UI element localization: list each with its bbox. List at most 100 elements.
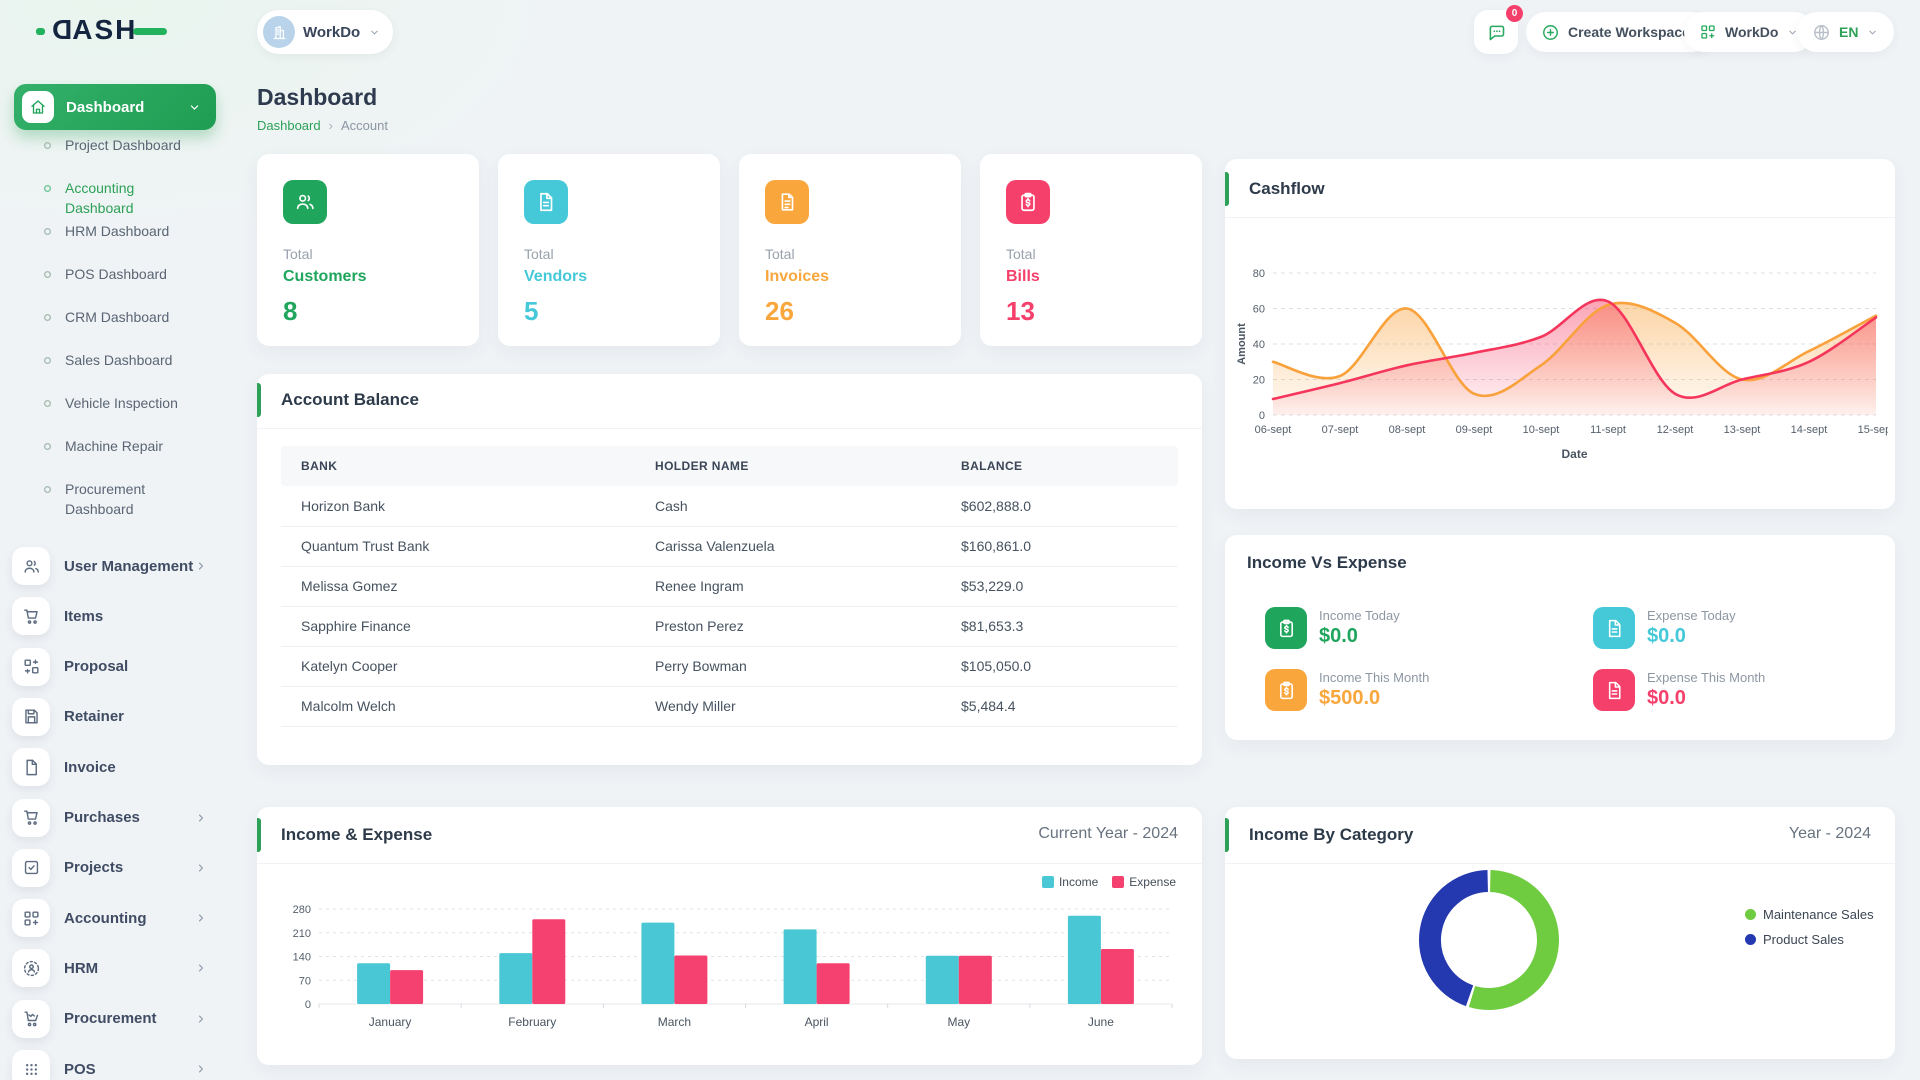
divider: [257, 863, 1202, 864]
bullet-icon: [40, 310, 55, 325]
column-header-holder-name: HOLDER NAME: [635, 446, 941, 486]
sidebar-subitem-procurement-dashboard[interactable]: Procurement Dashboard: [0, 480, 230, 519]
income-by-category-period: Year - 2024: [1788, 825, 1871, 842]
cell-balance: $602,888.0: [941, 486, 1178, 527]
divider: [1225, 217, 1895, 218]
ive-label: Income This Month: [1319, 670, 1430, 685]
stat-value: 8: [283, 296, 298, 326]
card-accent: [257, 818, 261, 852]
cashflow-chart: 0 20 40 60 80 06-sept 07-sept 08-sept 09-sept 10-…: [1233, 255, 1894, 480]
sidebar-subitem-sales-dashboard[interactable]: Sales Dashboard: [0, 351, 230, 371]
notifications-button[interactable]: 0: [1474, 5, 1523, 54]
bullet-icon: [40, 396, 55, 411]
sidebar-item-retainer[interactable]: Retainer: [0, 692, 230, 742]
cell-bank: Sapphire Finance: [281, 606, 635, 647]
table-row: Horizon Bank Cash $602,888.0: [281, 486, 1178, 527]
cell-bank: Quantum Trust Bank: [281, 526, 635, 567]
workdo-menu-button[interactable]: WorkDo: [1684, 12, 1815, 52]
sidebar-item-items[interactable]: Items: [0, 591, 230, 641]
income-expense-period: Current Year - 2024: [1038, 825, 1178, 842]
sidebar-item-label: Invoice: [64, 758, 116, 776]
sidebar-subitem-crm-dashboard[interactable]: CRM Dashboard: [0, 308, 230, 328]
cell-balance: $160,861.0: [941, 526, 1178, 567]
stat-card-vendors: Total Vendors 5: [498, 154, 720, 346]
sidebar-subitem-accounting-dashboard[interactable]: Accounting Dashboard: [0, 179, 230, 218]
building-icon: [271, 24, 288, 41]
home-icon: [29, 98, 47, 116]
sidebar-subitem-hrm-dashboard[interactable]: HRM Dashboard: [0, 222, 230, 242]
grid-dots-icon-chip: [12, 1050, 50, 1080]
cell-bank: Katelyn Cooper: [281, 646, 635, 687]
sidebar-item-label: POS: [64, 1060, 96, 1078]
ive-value: $0.0: [1647, 625, 1686, 647]
sidebar-item-procurement[interactable]: Procurement: [0, 994, 230, 1044]
table-header-row: BANK HOLDER NAME BALANCE: [281, 446, 1178, 486]
sidebar-item-accounting[interactable]: Accounting: [0, 893, 230, 943]
sidebar-subitem-pos-dashboard[interactable]: POS Dashboard: [0, 265, 230, 285]
chevron-right-icon: [194, 811, 208, 825]
income-vs-expense-title: Income Vs Expense: [1247, 553, 1407, 572]
chat-icon: [1486, 22, 1507, 43]
svg-text:80: 80: [1253, 268, 1265, 280]
sidebar-subitem-label: Vehicle Inspection: [65, 395, 178, 411]
cashflow-card: Cashflow 0 20 40 60 80 06-sept 07-sept 08-sept 0…: [1225, 159, 1895, 509]
cell-balance: $5,484.4: [941, 686, 1178, 727]
column-header-bank: BANK: [281, 446, 635, 486]
sidebar-subitem-label: Sales Dashboard: [65, 352, 173, 368]
logo-accent-left: [36, 28, 45, 35]
create-workspace-button[interactable]: Create Workspace: [1526, 12, 1713, 52]
globe-icon: [1812, 23, 1831, 42]
sidebar-item-projects[interactable]: Projects: [0, 843, 230, 893]
sidebar-item-label: Dashboard: [66, 98, 145, 116]
workspace-switcher[interactable]: WorkDo: [257, 10, 394, 54]
sidebar-subitem-machine-repair[interactable]: Machine Repair: [0, 437, 230, 457]
ive-item-income-today: Income Today $0.0: [1265, 607, 1400, 649]
language-selector[interactable]: EN: [1797, 12, 1895, 52]
sidebar: DASH Dashboard Project Dashboard Accounti…: [0, 0, 230, 1080]
check-square-icon-chip: [12, 848, 50, 887]
workspace-name: WorkDo: [303, 23, 361, 41]
cashflow-title: Cashflow: [1249, 179, 1325, 198]
sidebar-item-user-management[interactable]: User Management: [0, 541, 230, 591]
sidebar-item-pos[interactable]: POS: [0, 1044, 230, 1080]
stat-label: Customers: [283, 268, 367, 285]
chevron-down-icon: [1866, 26, 1879, 39]
cell-balance: $53,229.0: [941, 566, 1178, 607]
sidebar-item-hrm[interactable]: HRM: [0, 943, 230, 993]
ive-value: $500.0: [1319, 687, 1381, 709]
legend-item-income: Income: [1041, 875, 1098, 889]
grid-plus-icon: [1699, 23, 1717, 41]
grid-plus-icon-chip: [12, 899, 50, 938]
sidebar-item-proposal[interactable]: Proposal: [0, 642, 230, 692]
sidebar-item-purchases[interactable]: Purchases: [0, 793, 230, 843]
clipboard-dollar-icon: [1017, 191, 1039, 213]
card-accent: [1225, 172, 1229, 206]
svg-text:40: 40: [1253, 339, 1265, 351]
divider: [1225, 863, 1895, 864]
save-icon-chip: [12, 697, 50, 736]
table-row: Melissa Gomez Renee Ingram $53,229.0: [281, 566, 1178, 607]
bullet-icon: [40, 224, 55, 239]
layout-arrows-icon: [22, 657, 41, 676]
sidebar-subitem-vehicle-inspection[interactable]: Vehicle Inspection: [0, 394, 230, 414]
breadcrumb-dashboard-link[interactable]: Dashboard: [257, 118, 321, 133]
ive-value: $0.0: [1647, 687, 1686, 709]
stat-total-label: Total: [524, 246, 554, 262]
chevron-right-icon: [194, 961, 208, 975]
brand-logo[interactable]: DASH: [36, 14, 168, 46]
sidebar-item-invoice[interactable]: Invoice: [0, 742, 230, 792]
cart-icon-chip: [12, 798, 50, 837]
cell-balance: $81,653.3: [941, 606, 1178, 647]
bullet-icon: [40, 181, 55, 196]
clipboard-dollar-icon-chip: [1265, 607, 1307, 649]
note-icon-chip: [1593, 669, 1635, 711]
sidebar-item-dashboard[interactable]: Dashboard: [14, 84, 216, 130]
bullet-icon: [40, 353, 55, 368]
cell-holder-name: Cash: [635, 486, 941, 527]
legend-item-product-sales: Product Sales: [1745, 932, 1874, 947]
home-icon-chip: [22, 91, 54, 123]
chevron-right-icon: [194, 559, 208, 573]
sidebar-subitem-label: POS Dashboard: [65, 266, 167, 282]
sidebar-subitem-project-dashboard[interactable]: Project Dashboard: [0, 136, 230, 156]
cell-balance: $105,050.0: [941, 646, 1178, 687]
